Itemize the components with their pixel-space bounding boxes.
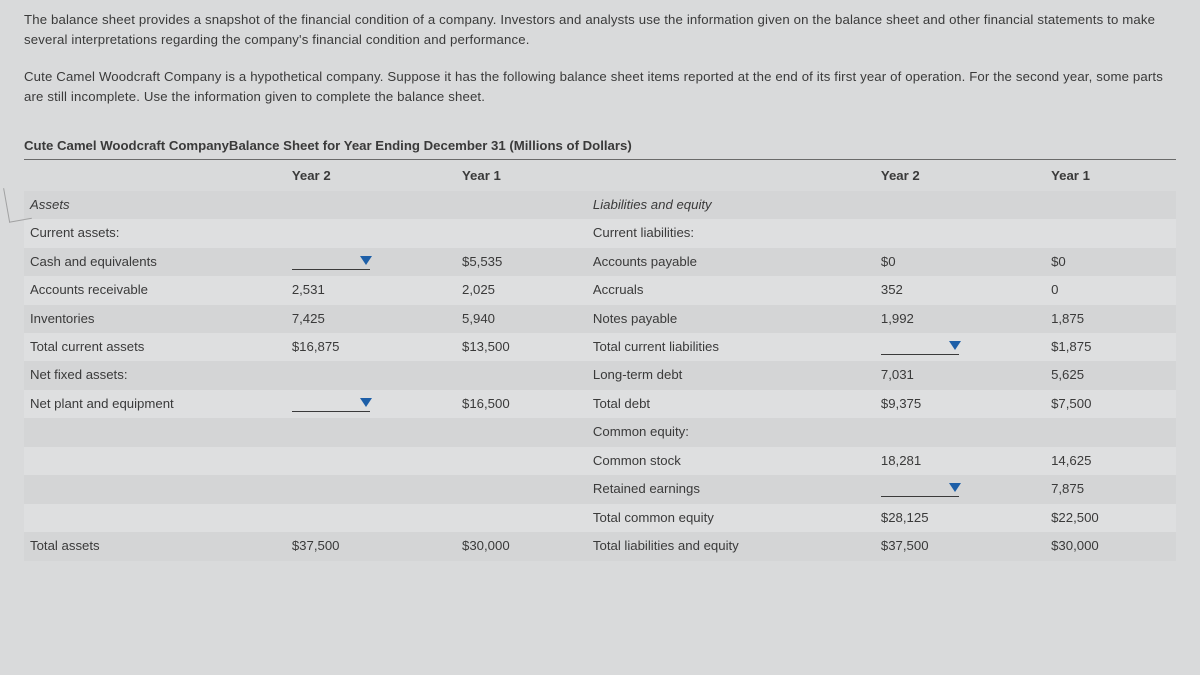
table-row: Common equity:	[24, 418, 1176, 446]
np-y2: 1,992	[875, 305, 1045, 333]
row-label-nppe: Net plant and equipment	[24, 390, 286, 418]
nppe-y1: $16,500	[456, 390, 587, 418]
row-label-tca: Total current assets	[24, 333, 286, 361]
tassets-y2: $37,500	[286, 532, 456, 560]
cash-y2-dropdown[interactable]	[292, 255, 370, 270]
np-y1: 1,875	[1045, 305, 1176, 333]
row-label-tassets: Total assets	[24, 532, 286, 560]
table-row: Net plant and equipment $16,500 Total de…	[24, 390, 1176, 418]
header-row: Year 2 Year 1 Year 2 Year 1	[24, 162, 1176, 190]
chevron-down-icon	[949, 341, 961, 350]
balance-sheet-exercise: The balance sheet provides a snapshot of…	[0, 0, 1200, 561]
current-liabilities-label: Current liabilities:	[587, 219, 875, 247]
row-label-tcl: Total current liabilities	[587, 333, 875, 361]
ap-y2: $0	[875, 248, 1045, 276]
table-row: Inventories 7,425 5,940 Notes payable 1,…	[24, 305, 1176, 333]
table-row: Common stock 18,281 14,625	[24, 447, 1176, 475]
totals-row: Total assets $37,500 $30,000 Total liabi…	[24, 532, 1176, 560]
row-label-accruals: Accruals	[587, 276, 875, 304]
tle-y2: $37,500	[875, 532, 1045, 560]
accruals-y1: 0	[1045, 276, 1176, 304]
nppe-y2-dropdown[interactable]	[292, 397, 370, 412]
row-label-tdebt: Total debt	[587, 390, 875, 418]
tassets-y1: $30,000	[456, 532, 587, 560]
cstock-y2: 18,281	[875, 447, 1045, 475]
row-label-ap: Accounts payable	[587, 248, 875, 276]
col-year2-liab: Year 2	[875, 162, 1045, 190]
tca-y2: $16,875	[286, 333, 456, 361]
tdebt-y2: $9,375	[875, 390, 1045, 418]
row-label-inv: Inventories	[24, 305, 286, 333]
re-y1: 7,875	[1045, 475, 1176, 503]
tdebt-y1: $7,500	[1045, 390, 1176, 418]
chevron-down-icon	[949, 483, 961, 492]
balance-sheet-table: Year 2 Year 1 Year 2 Year 1 Assets Liabi…	[24, 162, 1176, 560]
subheader-row: Current assets: Current liabilities:	[24, 219, 1176, 247]
table-row: Accounts receivable 2,531 2,025 Accruals…	[24, 276, 1176, 304]
intro-text: The balance sheet provides a snapshot of…	[24, 10, 1176, 108]
row-label-tle: Total liabilities and equity	[587, 532, 875, 560]
table-row: Retained earnings 7,875	[24, 475, 1176, 503]
tcl-y2-dropdown[interactable]	[881, 340, 959, 355]
table-row: Total current assets $16,875 $13,500 Tot…	[24, 333, 1176, 361]
intro-para-1: The balance sheet provides a snapshot of…	[24, 10, 1176, 51]
row-label-ar: Accounts receivable	[24, 276, 286, 304]
ltd-y1: 5,625	[1045, 361, 1176, 389]
row-label-ltd: Long-term debt	[587, 361, 875, 389]
ar-y2: 2,531	[286, 276, 456, 304]
ar-y1: 2,025	[456, 276, 587, 304]
ap-y1: $0	[1045, 248, 1176, 276]
table-row: Cash and equivalents $5,535 Accounts pay…	[24, 248, 1176, 276]
row-label-tce: Total common equity	[587, 504, 875, 532]
cash-y1: $5,535	[456, 248, 587, 276]
tca-y1: $13,500	[456, 333, 587, 361]
row-label-re: Retained earnings	[587, 475, 875, 503]
inv-y1: 5,940	[456, 305, 587, 333]
inv-y2: 7,425	[286, 305, 456, 333]
common-equity-label: Common equity:	[587, 418, 875, 446]
net-fixed-assets-label: Net fixed assets:	[24, 361, 286, 389]
assets-section-label: Assets	[24, 191, 286, 219]
tcl-y1: $1,875	[1045, 333, 1176, 361]
cstock-y1: 14,625	[1045, 447, 1176, 475]
col-year2-assets: Year 2	[286, 162, 456, 190]
section-row: Assets Liabilities and equity	[24, 191, 1176, 219]
chevron-down-icon	[360, 398, 372, 407]
tce-y1: $22,500	[1045, 504, 1176, 532]
col-year1-liab: Year 1	[1045, 162, 1176, 190]
intro-para-2: Cute Camel Woodcraft Company is a hypoth…	[24, 67, 1176, 108]
re-y2-dropdown[interactable]	[881, 482, 959, 497]
col-year1-assets: Year 1	[456, 162, 587, 190]
liabilities-section-label: Liabilities and equity	[587, 191, 875, 219]
current-assets-label: Current assets:	[24, 219, 286, 247]
row-label-cash: Cash and equivalents	[24, 248, 286, 276]
tle-y1: $30,000	[1045, 532, 1176, 560]
row-label-cstock: Common stock	[587, 447, 875, 475]
tce-y2: $28,125	[875, 504, 1045, 532]
chevron-down-icon	[360, 256, 372, 265]
table-row: Total common equity $28,125 $22,500	[24, 504, 1176, 532]
table-title: Cute Camel Woodcraft CompanyBalance Shee…	[24, 136, 1176, 160]
row-label-np: Notes payable	[587, 305, 875, 333]
accruals-y2: 352	[875, 276, 1045, 304]
ltd-y2: 7,031	[875, 361, 1045, 389]
table-row: Net fixed assets: Long-term debt 7,031 5…	[24, 361, 1176, 389]
